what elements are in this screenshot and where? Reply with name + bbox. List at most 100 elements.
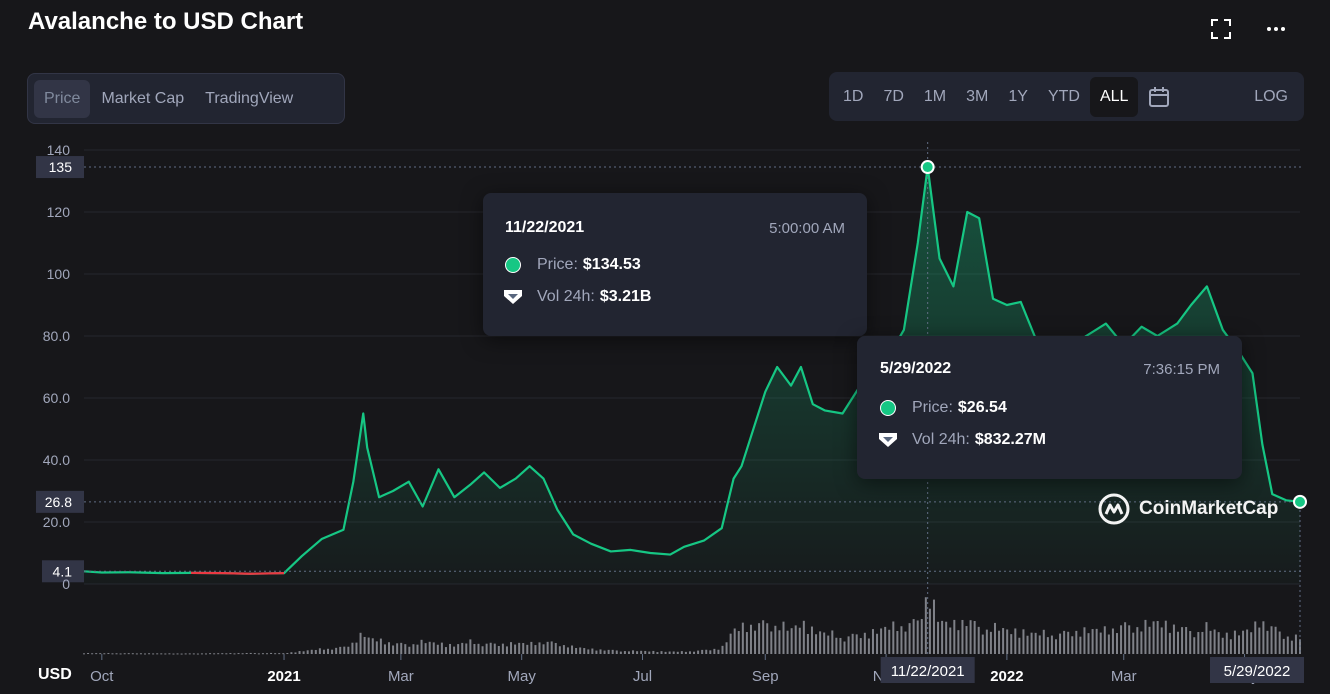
volume-bar <box>1103 626 1106 654</box>
volume-bar <box>302 651 305 654</box>
calendar-icon[interactable] <box>1138 77 1180 117</box>
y-tick-label: 140 <box>47 142 71 158</box>
volume-bar <box>87 652 90 654</box>
volume-bar <box>941 620 944 654</box>
volume-bar <box>896 631 899 654</box>
volume-bar <box>1002 628 1005 654</box>
volume-bar <box>599 649 602 654</box>
x-tick-label: Oct <box>90 668 114 685</box>
volume-bar <box>697 650 700 654</box>
volume-bar <box>566 647 569 654</box>
peak-marker[interactable] <box>920 160 935 175</box>
volume-bar <box>571 645 574 654</box>
current-marker[interactable] <box>1293 494 1307 509</box>
price-dot-icon <box>880 400 896 416</box>
volume-bar <box>815 634 818 654</box>
volume-bar <box>1022 629 1025 654</box>
volume-bar <box>241 653 244 655</box>
volume-bar <box>392 645 395 654</box>
volume-bar <box>1034 632 1037 654</box>
volume-bar <box>737 631 740 654</box>
volume-bar <box>505 646 508 654</box>
volume-bar <box>835 637 838 654</box>
volume-bar <box>1286 636 1289 654</box>
x-tick-label: 2022 <box>990 668 1023 685</box>
volume-bar <box>363 636 366 654</box>
tab-market-cap[interactable]: Market Cap <box>101 89 185 107</box>
volume-bar <box>298 651 301 654</box>
volume-bar <box>396 643 399 654</box>
volume-bar <box>1063 630 1066 654</box>
volume-bar <box>733 628 736 654</box>
tab-tradingview[interactable]: TradingView <box>205 89 294 107</box>
volume-bar <box>1217 632 1220 654</box>
tab-price[interactable]: Price <box>34 79 91 118</box>
volume-bar <box>343 646 346 654</box>
x-tick-label: Mar <box>388 668 414 685</box>
volume-icon <box>879 433 897 447</box>
price-line <box>83 165 1301 575</box>
volume-bar <box>871 629 874 654</box>
volume-bar <box>1046 637 1049 654</box>
volume-bar <box>514 644 517 654</box>
volume-bar <box>444 647 447 654</box>
volume-bar <box>1237 635 1240 654</box>
volume-bar <box>327 648 330 654</box>
range-ytd[interactable]: YTD <box>1047 87 1080 105</box>
range-1y[interactable]: 1Y <box>1008 87 1028 105</box>
volume-bar <box>619 651 622 654</box>
range-1d[interactable]: 1D <box>843 87 864 105</box>
range-1m[interactable]: 1M <box>923 87 947 105</box>
volume-bar <box>1144 619 1147 654</box>
volume-bar <box>1189 631 1192 654</box>
volume-bar <box>953 619 956 654</box>
volume-bar <box>1006 629 1009 654</box>
volume-bar <box>876 633 879 654</box>
log-scale-toggle[interactable]: LOG <box>1254 87 1288 105</box>
fullscreen-icon[interactable] <box>1207 18 1235 44</box>
volume-bar <box>180 653 183 655</box>
volume-bar <box>1225 632 1228 654</box>
more-options-icon[interactable] <box>1262 18 1290 44</box>
volume-bar <box>1120 625 1123 654</box>
tooltip-date: 5/29/2022 <box>880 360 952 377</box>
volume-bar <box>729 633 732 654</box>
volume-bar <box>758 623 761 654</box>
volume-bar <box>282 653 285 655</box>
volume-bar <box>680 651 683 654</box>
volume-bar <box>379 638 382 654</box>
volume-bar <box>957 630 960 654</box>
volume-bar <box>668 651 671 654</box>
range-7d[interactable]: 7D <box>883 87 904 105</box>
volume-bar <box>233 653 236 655</box>
volume-bar <box>1038 635 1041 654</box>
volume-bar <box>1185 627 1188 654</box>
volume-bar <box>741 622 744 654</box>
volume-bar <box>99 653 102 655</box>
volume-bar <box>546 641 549 654</box>
volume-bar <box>400 642 403 654</box>
volume-bar <box>1095 628 1098 654</box>
volume-bar <box>501 643 504 654</box>
coinmarketcap-logo-icon <box>1098 493 1130 525</box>
volume-bar <box>1282 638 1285 654</box>
price-marker-label: 4.1 <box>53 563 73 579</box>
chart-type-tabs: Price Market Cap TradingView <box>27 73 345 124</box>
tooltip-current: 5/29/2022 7:36:15 PM Price: $26.54 Vol 2… <box>857 336 1242 479</box>
volume-bar <box>656 652 659 654</box>
volume-bar <box>762 620 765 654</box>
volume-bar <box>1107 634 1110 654</box>
volume-bar <box>148 653 151 655</box>
volume-bar <box>107 653 110 655</box>
volume-bar <box>1091 629 1094 654</box>
volume-bar <box>1250 632 1253 654</box>
volume-bar <box>1111 628 1114 654</box>
range-all[interactable]: ALL <box>1089 76 1139 117</box>
volume-bar <box>1181 627 1184 654</box>
volume-bar <box>440 642 443 654</box>
range-3m[interactable]: 3M <box>966 87 989 105</box>
volume-bar <box>213 653 216 655</box>
price-marker-tag <box>42 560 84 583</box>
volume-bar <box>607 649 610 654</box>
volume-bar <box>745 632 748 654</box>
